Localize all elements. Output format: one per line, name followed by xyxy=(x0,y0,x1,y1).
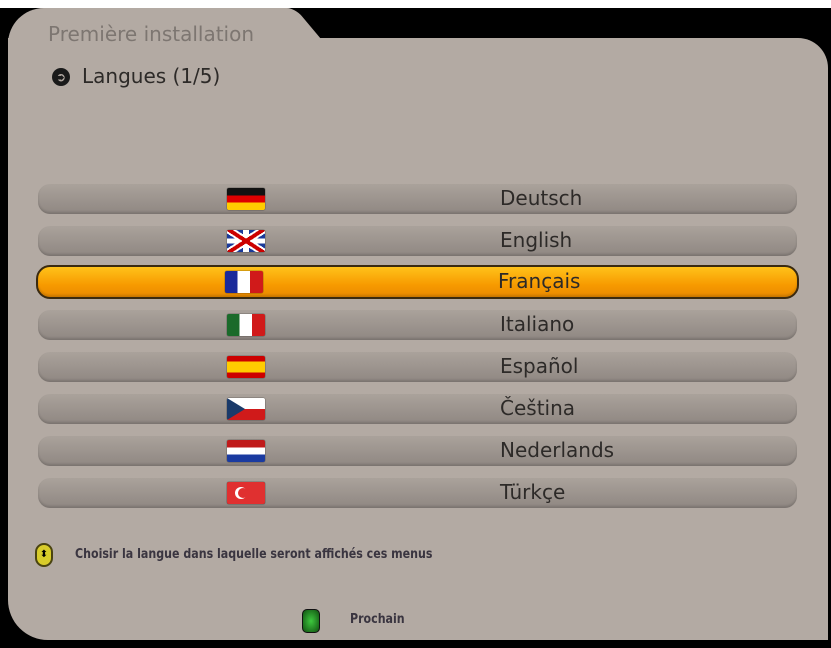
language-row-it[interactable]: Italiano xyxy=(38,310,797,340)
language-label: Nederlands xyxy=(500,438,615,462)
language-row-gb[interactable]: English xyxy=(38,226,797,256)
language-label: Čeština xyxy=(500,396,576,420)
language-label: Español xyxy=(500,354,579,378)
flag-gb-icon xyxy=(227,230,265,252)
arrow-right-circle-icon: ➲ xyxy=(52,68,70,86)
flag-cz-icon xyxy=(227,398,265,420)
flag-fr-icon xyxy=(225,271,263,293)
language-label: Italiano xyxy=(500,312,575,336)
hint-text: Choisir la langue dans laquelle seront a… xyxy=(75,547,433,562)
flag-es-icon xyxy=(227,356,265,378)
next-button[interactable]: Prochain xyxy=(350,612,405,627)
green-button-icon[interactable] xyxy=(302,609,320,633)
step-title: Langues (1/5) xyxy=(82,64,221,88)
flag-it-icon xyxy=(227,314,265,336)
language-label: English xyxy=(500,228,573,252)
flag-tr-icon xyxy=(227,482,265,504)
language-label: Deutsch xyxy=(500,186,583,210)
language-row-cz[interactable]: Čeština xyxy=(38,394,797,424)
language-label: Français xyxy=(498,269,581,293)
language-row-es[interactable]: Español xyxy=(38,352,797,382)
language-row-fr[interactable]: Français xyxy=(36,265,799,299)
language-row-de[interactable]: Deutsch xyxy=(38,184,797,214)
flag-de-icon xyxy=(227,188,265,210)
up-down-navigation-icon: ⬍ xyxy=(35,543,53,567)
flag-nl-icon xyxy=(227,440,265,462)
page-title: Première installation xyxy=(48,22,255,46)
language-row-tr[interactable]: Türkçe xyxy=(38,478,797,508)
language-label: Türkçe xyxy=(500,480,566,504)
language-row-nl[interactable]: Nederlands xyxy=(38,436,797,466)
